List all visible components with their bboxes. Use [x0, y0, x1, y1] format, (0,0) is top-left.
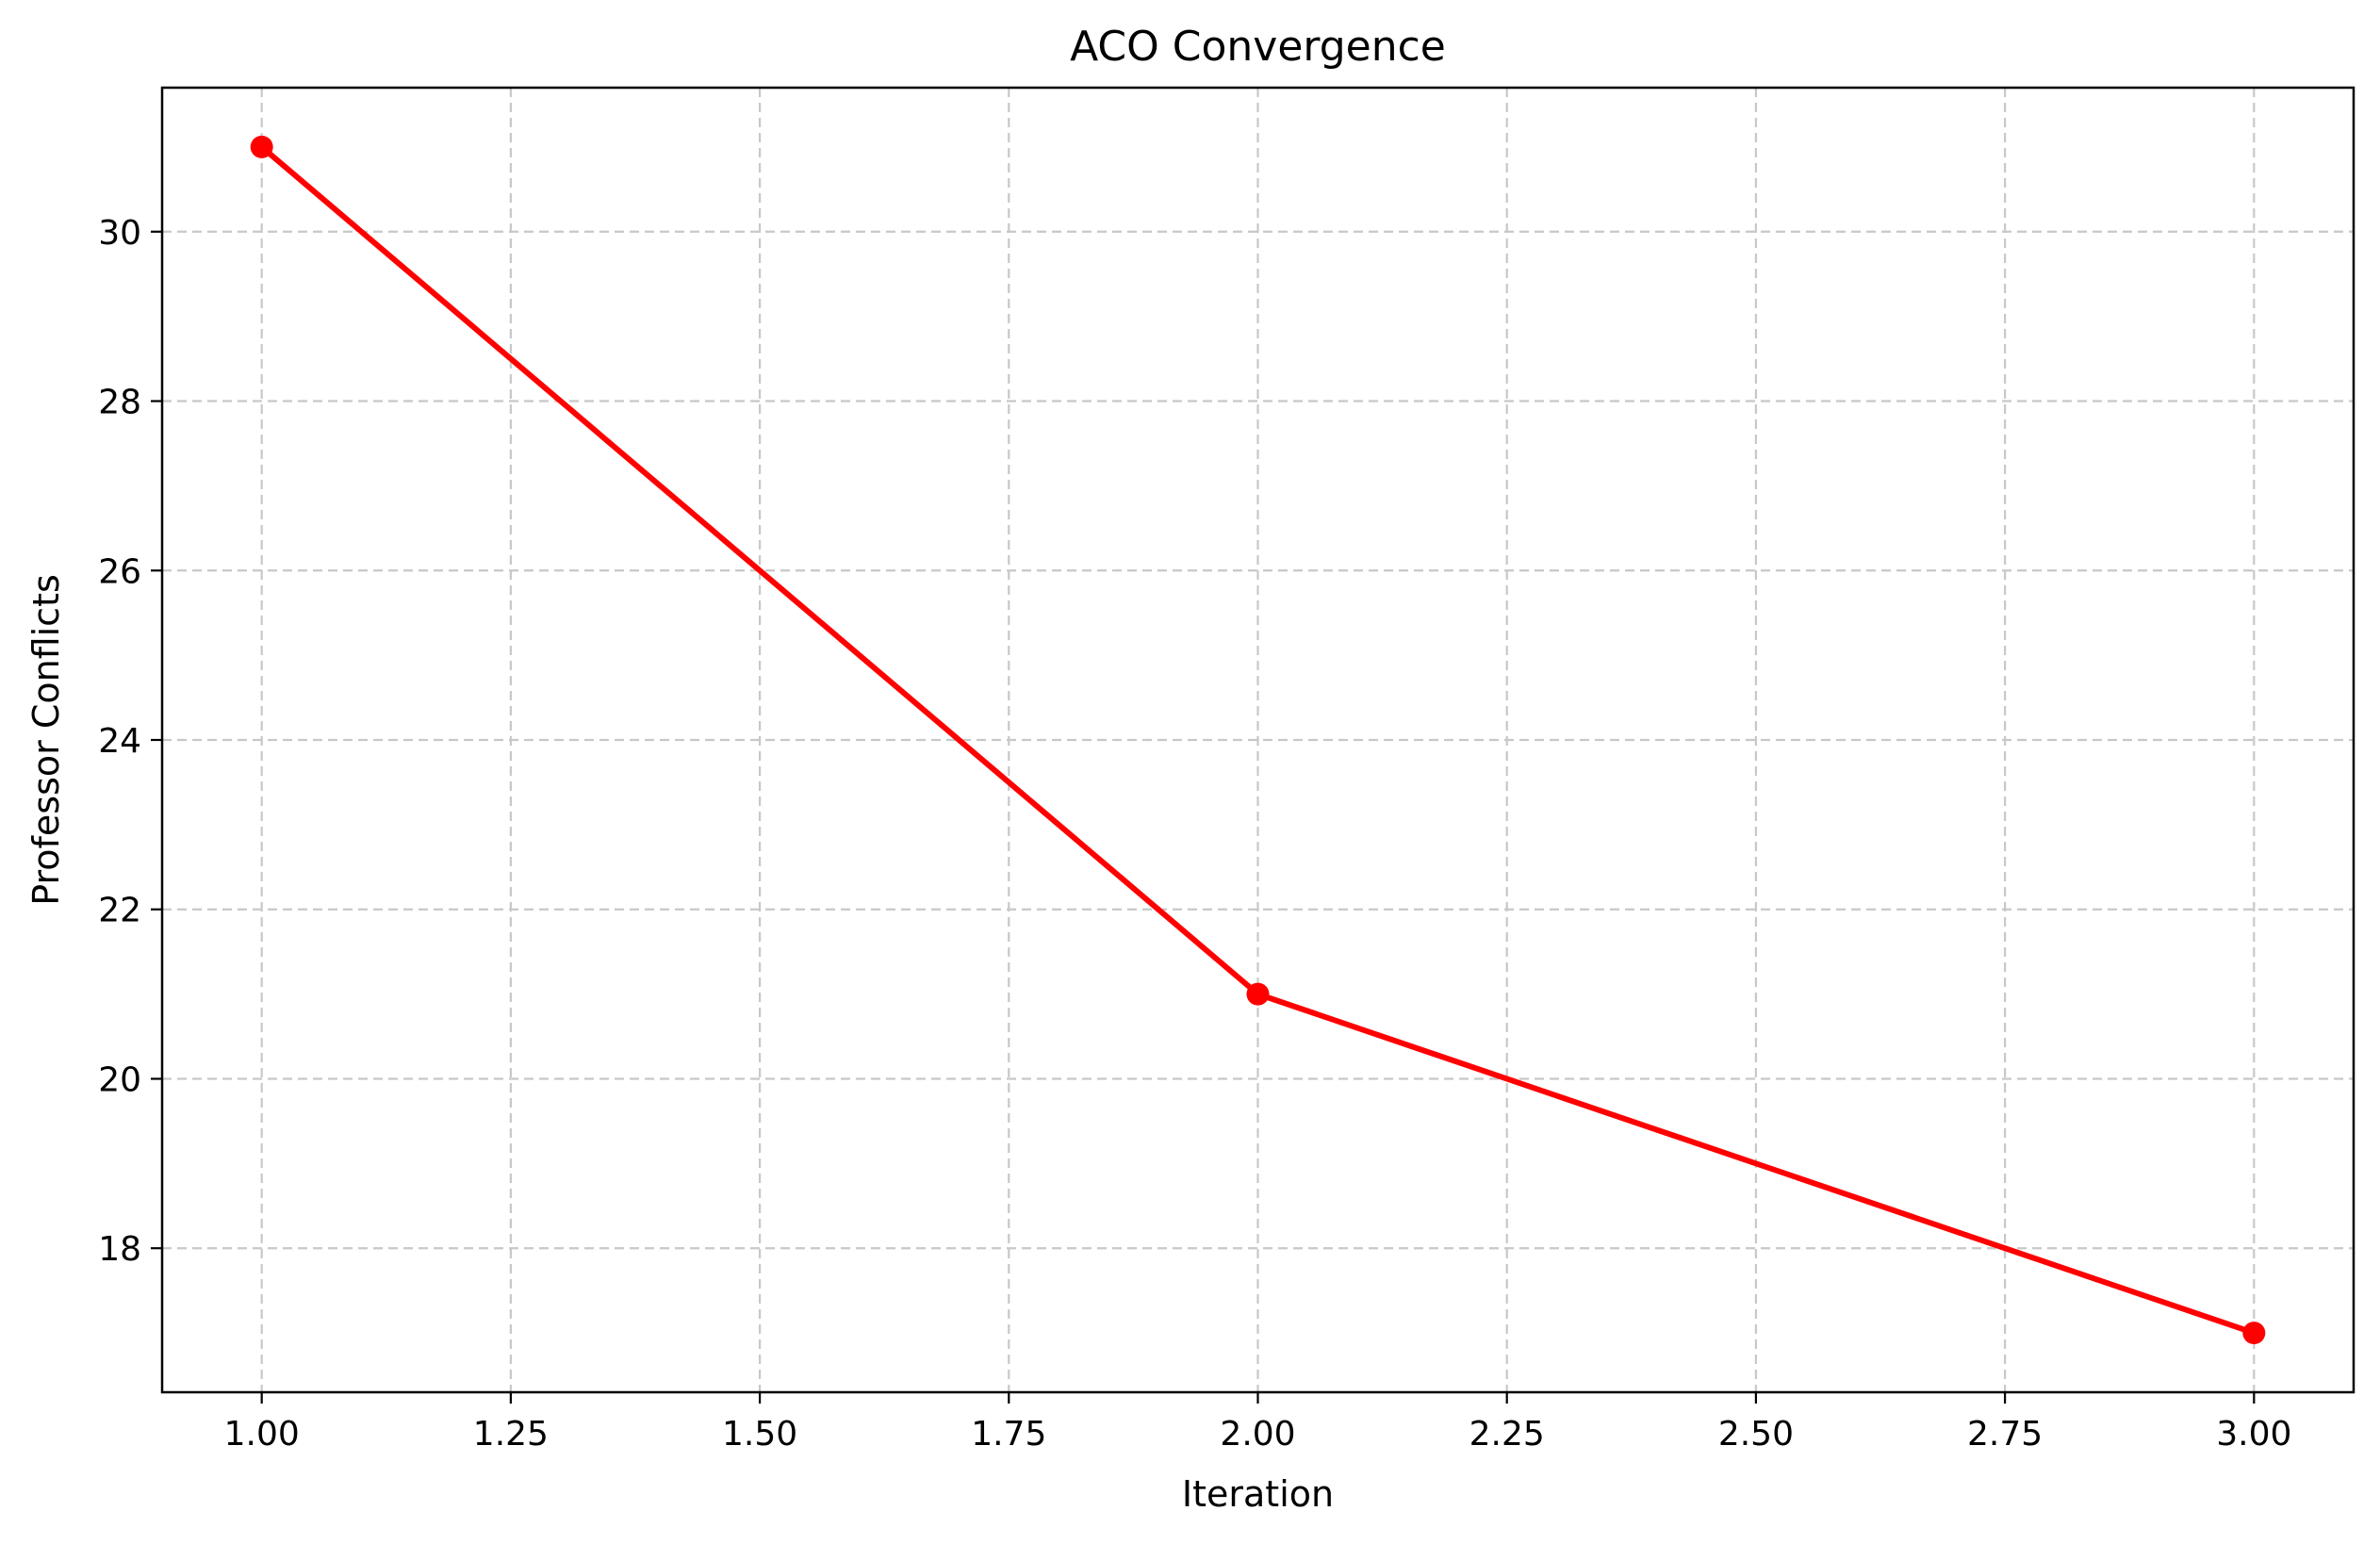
data-point	[250, 135, 273, 158]
x-tick-label: 1.00	[224, 1415, 300, 1454]
y-tick-label: 24	[98, 722, 141, 761]
x-tick-label: 1.50	[722, 1415, 797, 1454]
chart-title: ACO Convergence	[1070, 23, 1446, 71]
series-layer	[250, 135, 2266, 1345]
x-tick-label: 3.00	[2216, 1415, 2291, 1454]
x-tick-label: 2.25	[1469, 1415, 1545, 1454]
x-tick-label: 1.75	[971, 1415, 1046, 1454]
x-tick-label: 1.25	[473, 1415, 549, 1454]
x-tick-label: 2.50	[1718, 1415, 1794, 1454]
x-tick-label: 2.75	[1967, 1415, 2043, 1454]
y-tick-label: 30	[98, 214, 141, 253]
grid	[162, 88, 2354, 1392]
y-tick-label: 18	[98, 1230, 141, 1269]
x-axis-label: Iteration	[1182, 1473, 1334, 1515]
data-point	[2242, 1322, 2266, 1345]
y-tick-label: 20	[98, 1060, 141, 1099]
x-tick-label: 2.00	[1220, 1415, 1295, 1454]
y-axis-label: Professor Conflicts	[25, 574, 67, 906]
y-tick-label: 22	[98, 892, 141, 930]
y-tick-label: 26	[98, 552, 141, 591]
axis-ticks: 1.00 1.25 1.50 1.75 2.00 2.25 2.50 2.75 3.00 18 20…	[98, 214, 2291, 1454]
y-tick-label: 28	[98, 384, 141, 422]
data-point	[1246, 982, 1270, 1006]
